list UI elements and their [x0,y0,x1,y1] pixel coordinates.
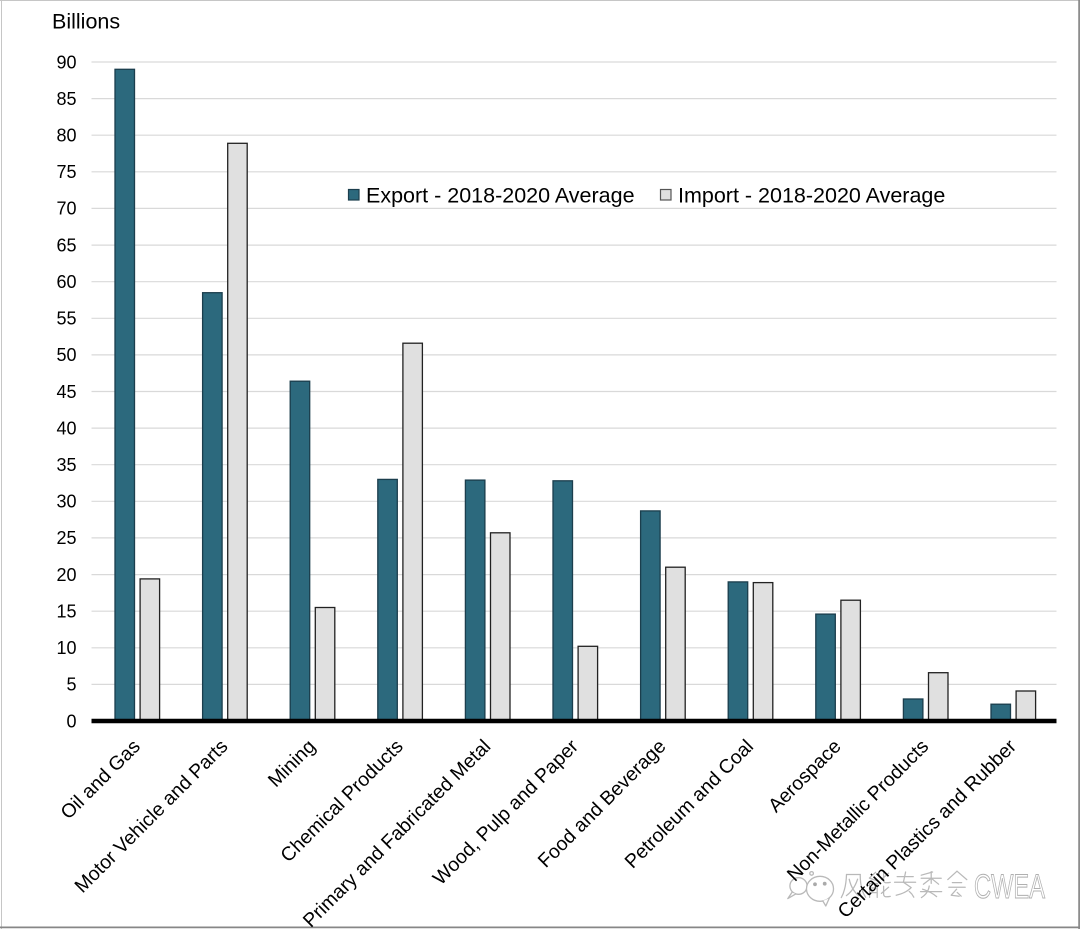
svg-text:45: 45 [56,382,76,402]
svg-text:15: 15 [56,602,76,622]
svg-text:25: 25 [56,528,76,548]
svg-text:0: 0 [66,711,76,731]
svg-text:75: 75 [56,162,76,182]
svg-text:Billions: Billions [52,10,120,34]
svg-text:50: 50 [56,345,76,365]
svg-text:40: 40 [56,418,76,438]
svg-text:90: 90 [56,52,76,72]
svg-text:55: 55 [56,309,76,329]
svg-text:65: 65 [56,235,76,255]
svg-text:10: 10 [56,638,76,658]
svg-text:CWEA: CWEA [974,868,1045,906]
svg-text:5: 5 [66,675,76,695]
svg-text:30: 30 [56,492,76,512]
svg-text:80: 80 [56,126,76,146]
svg-text:Export - 2018-2020 Average: Export - 2018-2020 Average [366,184,635,208]
svg-text:70: 70 [56,199,76,219]
svg-text:35: 35 [56,455,76,475]
svg-text:60: 60 [56,272,76,292]
svg-text:85: 85 [56,89,76,109]
svg-text:20: 20 [56,565,76,585]
svg-text:Import - 2018-2020 Average: Import - 2018-2020 Average [678,184,945,208]
